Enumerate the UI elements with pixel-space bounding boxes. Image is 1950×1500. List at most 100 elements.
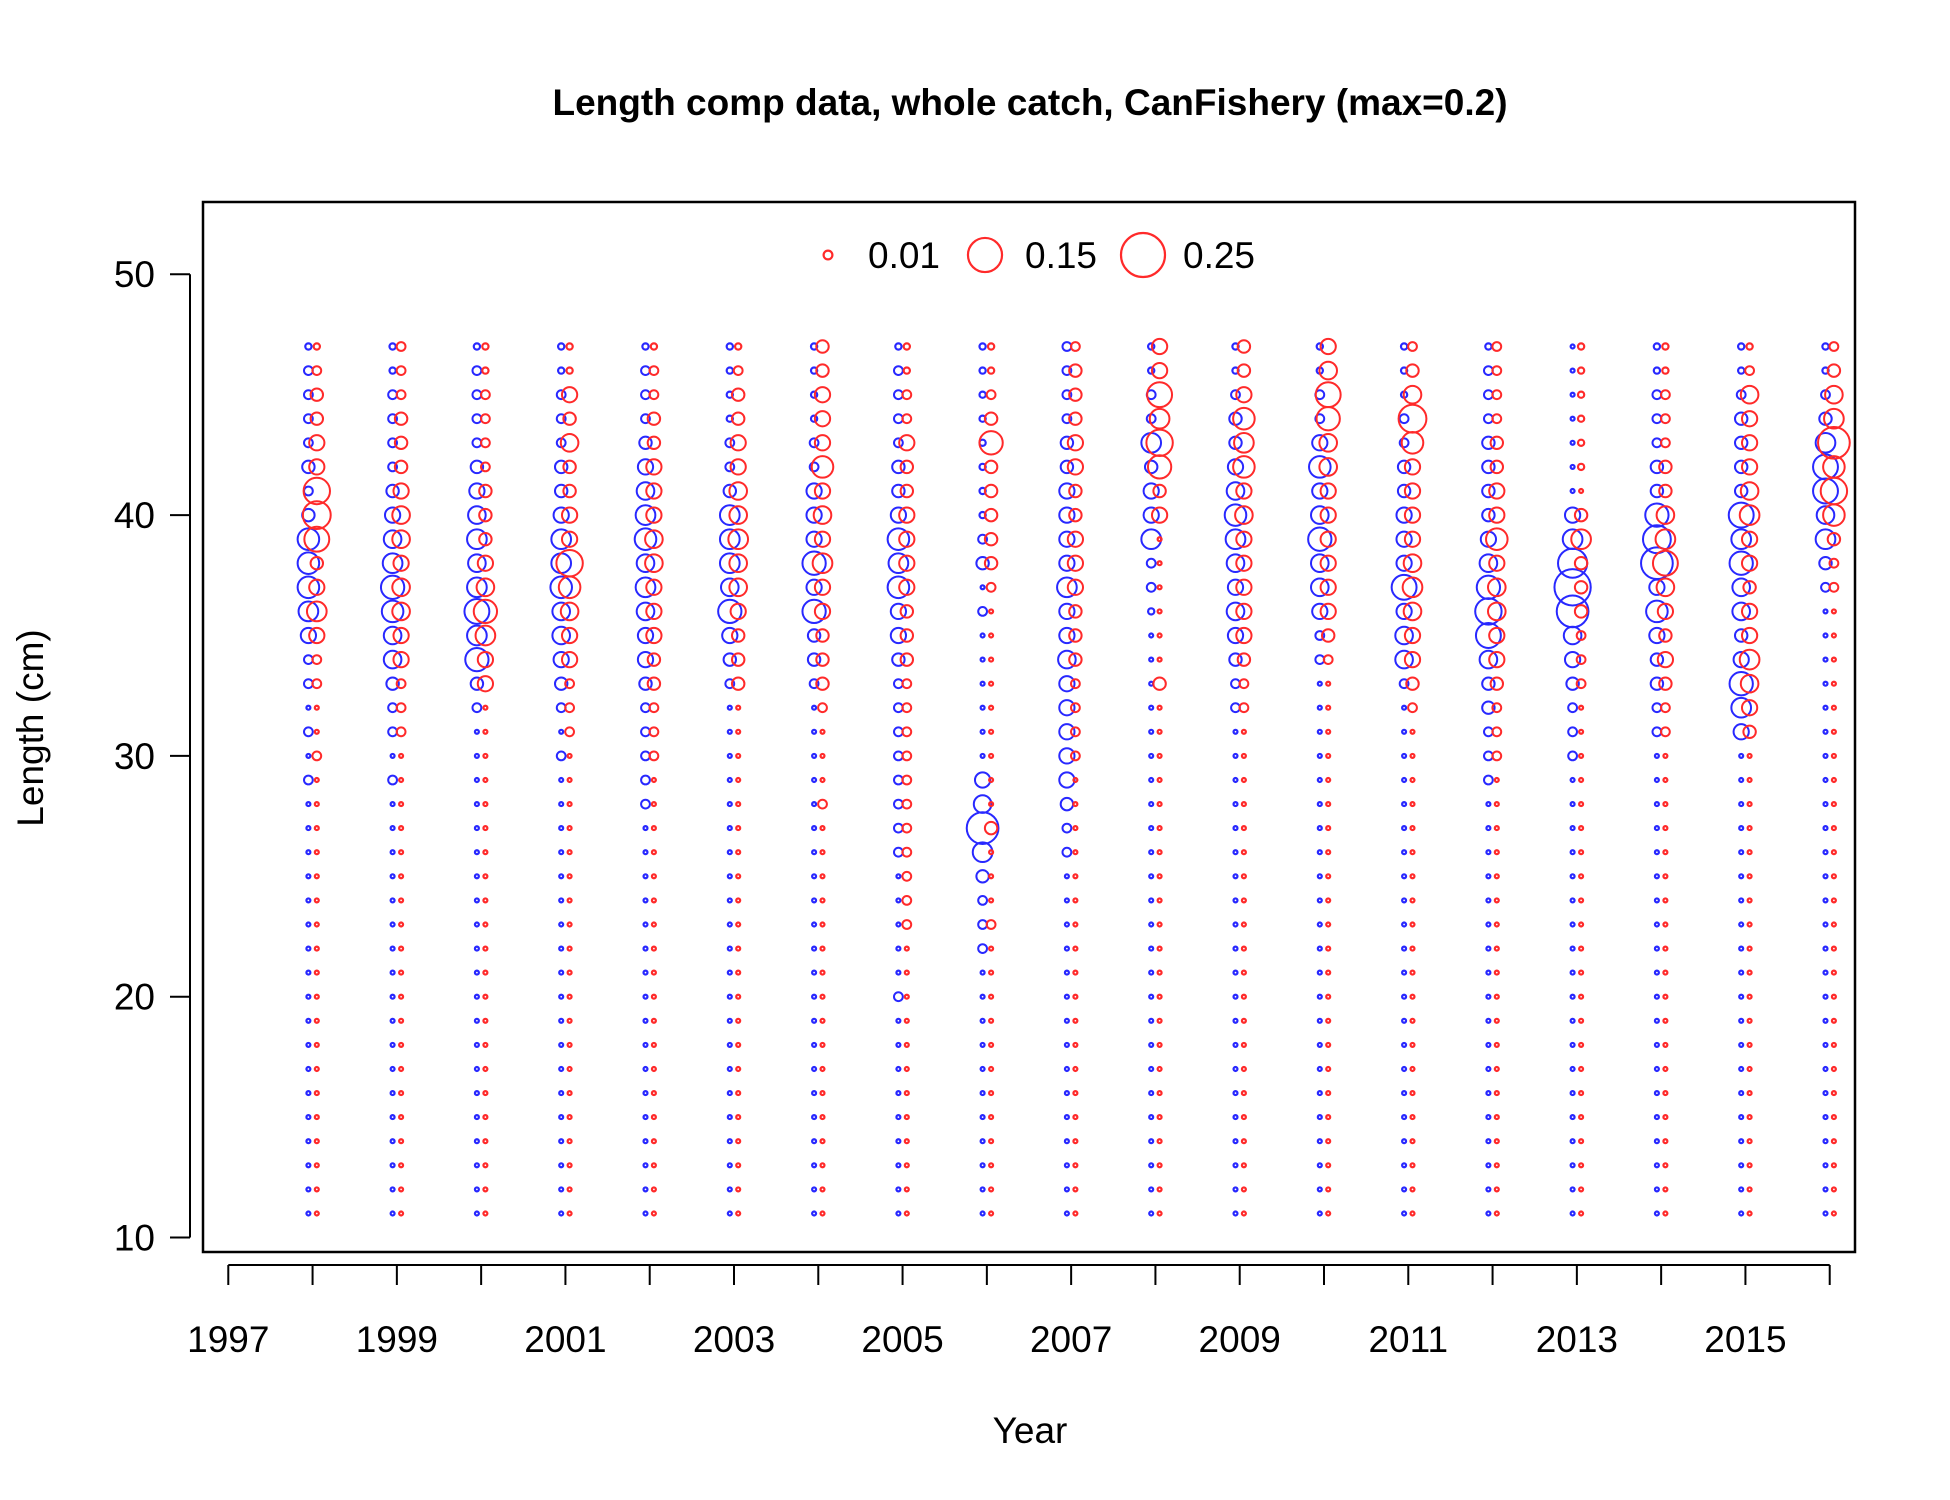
bubble-sex2-2002-43 (646, 435, 662, 451)
bubble-sex1-2013-18 (1569, 1041, 1576, 1048)
bubble-sex2-2014-19 (1662, 1017, 1669, 1024)
bubble-sex1-2004-38 (801, 550, 827, 576)
bubble-sex2-2005-22 (903, 945, 910, 952)
bubble-sex2-2008-30 (1156, 752, 1163, 759)
bubble-sex2-2012-41 (1488, 482, 1506, 500)
bubble-sex1-2016-14 (1822, 1138, 1829, 1145)
bubble-sex2-2006-12 (988, 1186, 995, 1193)
bubble-sex1-2010-23 (1316, 921, 1323, 928)
bubble-sex2-2010-38 (1319, 554, 1337, 572)
bubble-sex2-2001-26 (566, 849, 573, 856)
bubble-sex1-2013-33 (1565, 676, 1580, 691)
bubble-sex1-2009-40 (1223, 503, 1248, 527)
bubble-sex1-2008-31 (1148, 728, 1155, 735)
bubble-sex1-2010-17 (1316, 1065, 1323, 1073)
bubble-sex2-2005-35 (899, 628, 915, 643)
bubble-sex1-2003-27 (726, 825, 733, 832)
bubble-sex1-2002-41 (635, 481, 656, 501)
bubble-sex1-2011-41 (1396, 483, 1412, 499)
bubble-sex2-2014-32 (1660, 702, 1671, 714)
bubble-sex1-1998-31 (303, 726, 314, 738)
bubble-sex2-2001-21 (566, 969, 573, 976)
x-tick-label-2001: 2001 (524, 1319, 606, 1360)
bubble-sex2-2011-25 (1409, 873, 1416, 880)
bubble-sex1-2010-47 (1315, 342, 1325, 351)
bubble-sex2-2014-21 (1662, 969, 1669, 976)
bubble-sex2-2003-44 (730, 411, 746, 426)
bubble-sex1-1999-45 (387, 389, 399, 401)
bubble-sex1-2002-26 (642, 849, 649, 856)
bubble-sex2-2011-23 (1409, 921, 1416, 928)
bubble-sex1-2010-19 (1316, 1017, 1323, 1024)
x-tick-label-2013: 2013 (1536, 1319, 1618, 1360)
bubble-sex2-2007-23 (1072, 921, 1079, 928)
bubble-sex2-2012-25 (1493, 873, 1500, 880)
bubble-sex2-2004-32 (817, 702, 828, 714)
bubble-sex2-2000-31 (482, 728, 489, 735)
bubble-sex1-2003-15 (726, 1114, 733, 1121)
bubble-sex2-1999-43 (393, 435, 409, 451)
bubble-sex1-2011-33 (1398, 678, 1410, 690)
bubble-sex2-2012-11 (1493, 1210, 1500, 1217)
bubble-sex1-1998-38 (296, 551, 321, 575)
bubble-sex2-2011-42 (1403, 458, 1422, 476)
bubble-sex2-2015-11 (1746, 1210, 1753, 1217)
bubble-sex1-2011-47 (1399, 342, 1409, 351)
bubble-sex2-2013-30 (1578, 752, 1585, 759)
bubble-sex2-2016-45 (1824, 384, 1844, 405)
bubble-sex2-2009-46 (1236, 363, 1252, 378)
bubble-sex2-2011-18 (1409, 1041, 1416, 1048)
bubble-sex2-2008-33 (1152, 676, 1167, 691)
bubble-sex1-1998-22 (305, 945, 312, 952)
bubble-sex1-2006-30 (979, 752, 986, 759)
bubble-sex1-1998-42 (301, 459, 316, 475)
bubble-sex1-2009-26 (1232, 849, 1239, 856)
bubble-sex2-2010-30 (1325, 752, 1332, 759)
bubble-sex2-2010-32 (1325, 704, 1332, 711)
bubble-sex2-1998-46 (311, 365, 323, 377)
bubble-sex2-2002-24 (650, 897, 657, 904)
bubble-sex1-2001-46 (556, 366, 566, 375)
bubble-sex2-2007-13 (1072, 1162, 1079, 1169)
bubble-sex2-2009-22 (1240, 945, 1247, 952)
bubble-sex2-2003-29 (735, 776, 742, 784)
bubble-sex2-2015-37 (1742, 580, 1757, 595)
bubble-sex1-2000-33 (469, 676, 485, 691)
bubble-sex1-2001-31 (558, 728, 565, 735)
bubble-sex1-2000-22 (473, 945, 480, 952)
bubble-sex2-2011-30 (1409, 752, 1416, 759)
bubble-sex1-2007-39 (1058, 530, 1076, 548)
bubble-sex1-2012-43 (1481, 435, 1496, 451)
bubble-sex2-2016-19 (1830, 1017, 1837, 1024)
bubble-sex1-2008-37 (1145, 581, 1157, 593)
bubble-sex1-2015-14 (1738, 1138, 1745, 1145)
bubble-sex2-2003-15 (735, 1114, 742, 1121)
bubble-sex2-2013-29 (1578, 776, 1585, 784)
bubble-sex1-2013-13 (1569, 1162, 1576, 1169)
bubble-sex2-2013-31 (1578, 728, 1585, 735)
bubble-sex2-2016-29 (1830, 776, 1837, 784)
bubble-sex2-2016-47 (1828, 341, 1840, 352)
bubble-sex1-2008-18 (1148, 1041, 1155, 1048)
bubble-sex2-2001-28 (566, 801, 573, 808)
bubble-sex1-2010-25 (1316, 873, 1323, 880)
bubble-sex2-1999-24 (398, 897, 405, 904)
bubble-sex1-1999-34 (382, 649, 403, 670)
bubble-sex1-2005-12 (895, 1186, 902, 1193)
bubble-sex1-2005-38 (887, 552, 910, 575)
bubble-sex1-2001-20 (558, 993, 565, 1000)
bubble-sex2-2013-35 (1575, 630, 1587, 641)
bubble-sex1-2011-35 (1394, 625, 1414, 646)
bubble-sex1-2007-29 (1058, 771, 1076, 789)
bubble-sex2-2002-45 (648, 389, 660, 401)
bubble-sex2-2006-17 (988, 1065, 995, 1073)
bubble-sex2-2006-45 (985, 389, 997, 401)
bubble-sex1-2004-24 (811, 897, 818, 904)
bubble-sex2-2015-25 (1746, 873, 1753, 880)
bubble-sex1-2013-14 (1569, 1138, 1576, 1145)
bubble-sex1-2002-24 (642, 897, 649, 904)
bubble-sex1-2007-13 (1063, 1162, 1070, 1169)
bubble-sex1-2001-44 (555, 413, 567, 425)
bubble-sex2-2011-22 (1409, 945, 1416, 952)
bubble-sex2-2015-13 (1746, 1162, 1753, 1169)
